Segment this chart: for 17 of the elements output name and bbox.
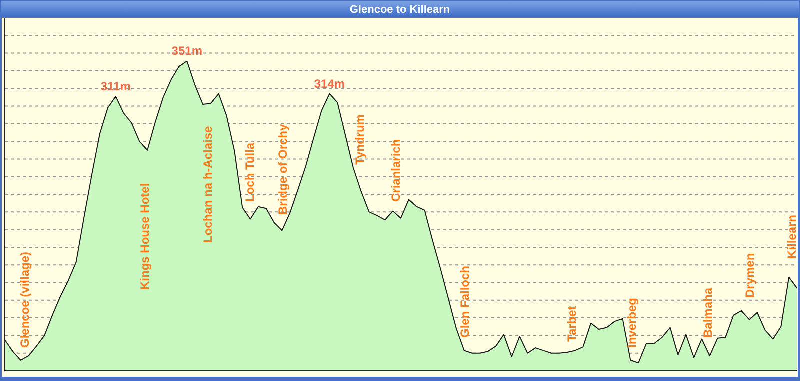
annotation: Crianlarich: [389, 139, 403, 202]
annotation: Balmaha: [701, 288, 715, 338]
annotation: Drymen: [743, 253, 757, 298]
data-label: 311m: [100, 80, 131, 94]
annotation: Lochan na h-Aclaise: [201, 126, 215, 243]
chart-title: Glencoe to Killearn: [350, 4, 450, 16]
data-label: 314m: [314, 76, 346, 91]
annotation: Tyndrum: [353, 114, 367, 165]
annotation: Glencoe (village): [18, 252, 32, 348]
annotation: Tarbet: [565, 306, 579, 342]
annotation: Kings House Hotel: [138, 183, 152, 290]
annotation: Killearn: [785, 214, 799, 259]
annotation: Loch Tulla: [243, 142, 257, 202]
data-label: 351m: [172, 44, 203, 58]
annotation: Bridge of Orchy: [276, 124, 290, 215]
annotation: Inverbeg: [625, 298, 639, 348]
annotation: Glen Falloch: [458, 266, 472, 338]
